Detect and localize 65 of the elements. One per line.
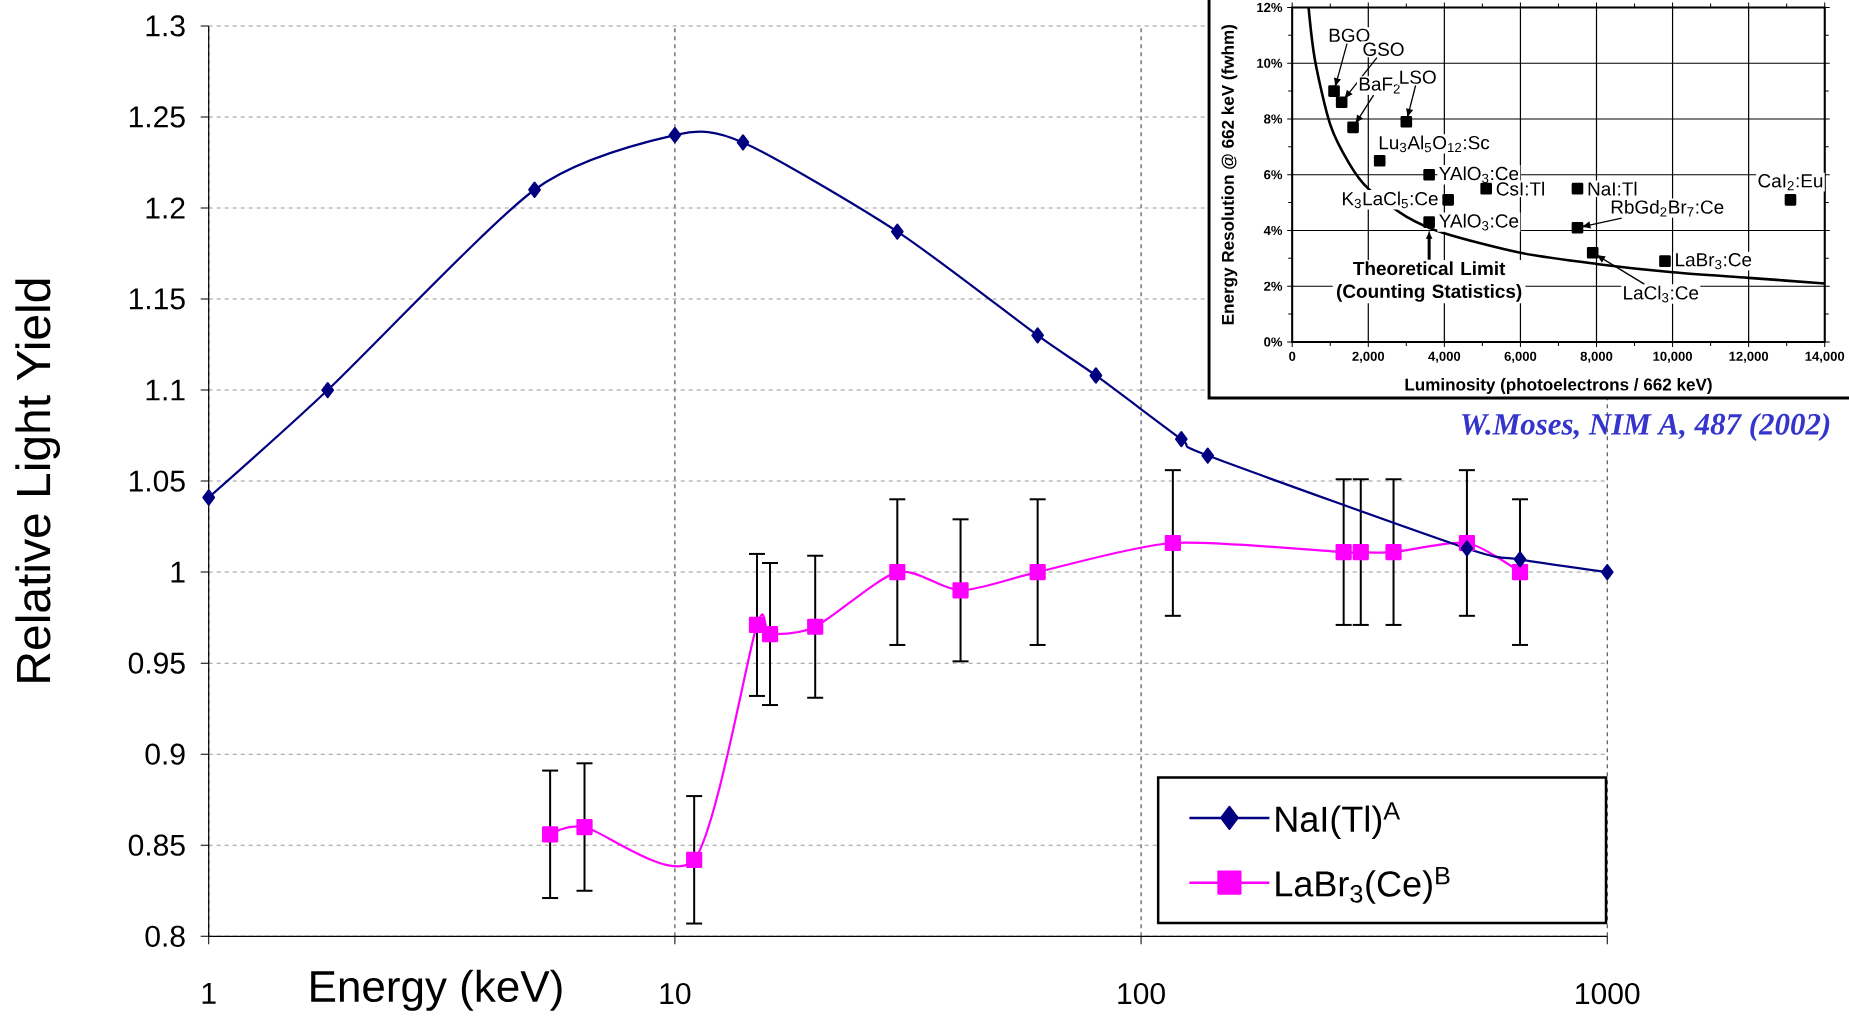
y-tick-label: 1 [171, 561, 185, 583]
point [1571, 221, 1584, 234]
annotation: RbGd$_{2}$Br$_{7}$:Ce [1611, 199, 1724, 217]
point [1784, 194, 1797, 206]
y-tick-label: 0.95 [128, 652, 185, 674]
y-axis-title: Energy Resolution @ 662 keV (fwhm) [1221, 25, 1238, 325]
point [1328, 85, 1340, 97]
x-axis-title: Luminosity (photoelectrons / 662 keV) [1405, 378, 1712, 394]
x-tick-label: 0 [1289, 351, 1296, 361]
x-tick-label: 2,000 [1352, 351, 1385, 363]
annotation: W.Moses, NIM A, 487 (2002) [1461, 412, 1830, 442]
y-axis-title: Relative Light Yield [15, 279, 61, 682]
y-tick-label: 12% [1257, 2, 1283, 13]
y-tick-label: 1.2 [146, 197, 185, 219]
x-tick-label: 10 [660, 982, 691, 1005]
annotation: K$_{3}$LaCl$_{5}$:Ce [1343, 191, 1438, 209]
point [1571, 182, 1584, 195]
y-tick-label: 0.9 [145, 743, 185, 765]
y-tick-label: 2% [1264, 281, 1283, 291]
point [1400, 115, 1413, 128]
point [1423, 216, 1435, 228]
y-tick-label: 4% [1263, 225, 1283, 236]
x-tick-label: 14,000 [1805, 351, 1845, 363]
annotation: NaI:Tl [1588, 181, 1637, 196]
y-tick-label: 1.05 [129, 470, 185, 492]
y-tick-label: 0% [1264, 337, 1283, 347]
y-tick-label: 0.8 [145, 925, 185, 947]
annotation: LaCl$_{3}$:Ce [1624, 285, 1699, 303]
y-tick-label: 1.15 [129, 288, 185, 310]
annotation: Theoretical Limit (Counting Statistics) [1337, 261, 1522, 302]
x-tick-label: 10,000 [1653, 351, 1693, 363]
x-tick-label: 100 [1118, 982, 1165, 1005]
annotation: CsI:Tl [1496, 181, 1544, 196]
point [1659, 255, 1671, 267]
x-tick-label: 1000 [1576, 982, 1640, 1005]
x-tick-label: 6,000 [1504, 351, 1537, 363]
legend-label: LaBr$_{3}$(Ce)$^{B}$ [1276, 866, 1450, 904]
annotation: GSO [1363, 42, 1404, 56]
annotation: Lu$_{3}$Al$_{5}$O$_{12}$:Sc [1379, 135, 1490, 153]
annotation: LaBr$_{3}$:Ce [1676, 253, 1752, 270]
x-tick-label: 12,000 [1729, 351, 1769, 363]
annotation: YAlO$_{3}$:Ce [1439, 213, 1519, 231]
point [1335, 96, 1348, 109]
point [1480, 182, 1492, 195]
y-tick-label: 1.1 [146, 379, 185, 401]
y-tick-label: 1.25 [129, 106, 185, 128]
y-tick-label: 1.3 [146, 15, 185, 37]
x-tick-label: 8,000 [1580, 351, 1613, 363]
y-tick-label: 10% [1257, 58, 1283, 68]
annotation: BaF$_{2}$ [1359, 77, 1400, 94]
legend-label: NaI(Tl)$^{A}$ [1276, 802, 1401, 840]
point [1423, 168, 1435, 181]
x-tick-label: 4,000 [1428, 351, 1461, 363]
point [1373, 154, 1386, 167]
x-axis-title: Energy (keV) [311, 969, 562, 1011]
y-tick-label: 6% [1264, 170, 1283, 180]
y-tick-label: 8% [1264, 114, 1283, 124]
annotation: BGO [1329, 28, 1370, 43]
annotation: LSO [1400, 70, 1436, 84]
point [1442, 194, 1454, 206]
point [1586, 246, 1599, 259]
y-tick-label: 0.85 [128, 834, 185, 856]
x-tick-label: 1 [202, 982, 216, 1004]
point [1347, 121, 1359, 134]
annotation: CaI$_{2}$:Eu [1758, 174, 1823, 191]
